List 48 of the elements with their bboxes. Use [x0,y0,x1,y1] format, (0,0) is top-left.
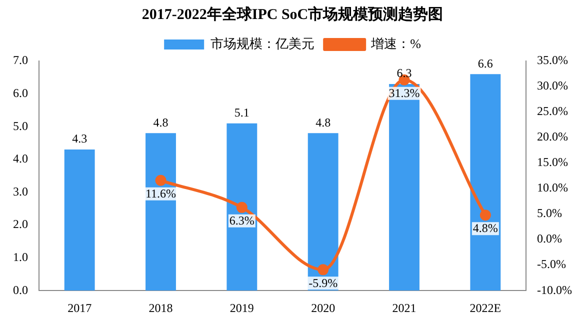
data-label: 6.6 [478,56,493,70]
bar [226,123,258,291]
y2-tick-label: 25.0% [537,104,568,118]
chart-title: 2017-2022年全球IPC SoC市场规模预测趋势图 [142,4,444,23]
y2-tick-label: 10.0% [537,180,568,195]
x-tick-label: 2017 [68,300,92,315]
y-tick-label: 4.0 [13,152,28,166]
x-tick-label: 2018 [148,300,173,315]
y-tick-label: 1.0 [13,250,28,264]
legend-label: 市场规模：亿美元 [210,36,315,51]
x-tick-label: 2019 [230,300,254,315]
x-tick-label: 2020 [311,300,336,315]
y2-tick-label: -10.0% [537,282,572,297]
data-label: 4.8 [316,115,331,130]
y2-tick-label: 5.0% [537,206,562,220]
y2-tick-label: 35.0% [537,53,568,68]
y-tick-label: 3.0 [13,184,28,198]
data-label: 4.8% [472,221,498,236]
bar [389,84,420,291]
legend-label: 增速：% [370,36,422,51]
bar [146,133,176,291]
y2-tick-label: -5.0% [537,257,566,272]
bar [308,133,338,291]
y2-tick-label: 0.0% [537,232,562,246]
y-tick-label: 0.0 [13,282,28,297]
data-label: 6.3 [396,66,412,80]
y-tick-label: 5.0 [13,118,28,133]
x-tick-label: 2021 [392,300,416,315]
y-tick-label: 2.0 [13,217,28,232]
x-tick-label: 2022E [470,300,502,315]
bar [470,74,501,291]
data-label: 4.8 [153,115,168,130]
data-label: -5.9% [308,276,338,290]
data-label: 6.3% [229,214,254,228]
data-label: 31.3% [388,86,420,100]
y2-tick-label: 30.0% [537,78,568,93]
data-label: 4.3 [72,132,88,146]
y2-tick-label: 20.0% [537,130,568,144]
data-label: 11.6% [145,186,176,201]
point [236,202,248,213]
y-tick-label: 7.0 [13,53,28,68]
point [318,264,329,276]
data-label: 5.1 [234,105,250,120]
point [155,174,166,186]
bar [64,150,95,291]
point [480,210,491,221]
y-tick-label: 6.0 [13,86,28,100]
y2-tick-label: 15.0% [537,155,568,170]
